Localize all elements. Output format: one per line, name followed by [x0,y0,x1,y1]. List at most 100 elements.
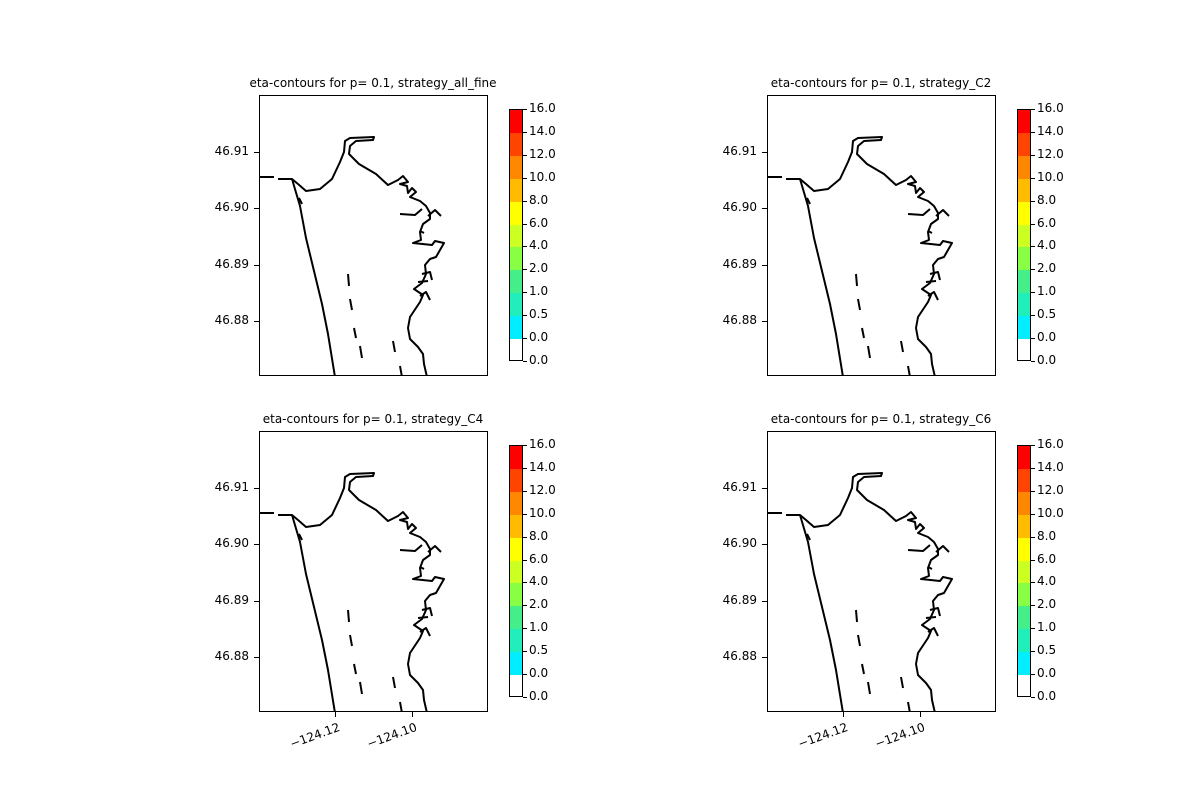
y-tick-label: 46.88 [722,649,757,663]
colorbar-label: 0.5 [1037,643,1057,658]
colorbar-tick [1031,269,1035,271]
colorbar-segment [1018,178,1030,203]
colorbar-segment [1018,132,1030,157]
colorbar-tick [1031,109,1035,110]
colorbar-tick [523,536,527,538]
colorbar-segment [1018,224,1030,248]
colorbar-label: 14.0 [1037,123,1064,138]
colorbar-label: 0.0 [1037,330,1057,345]
coastline-map [259,472,445,712]
colorbar-label: 6.0 [1037,551,1057,566]
colorbar [1017,445,1031,697]
y-tick-mark [762,152,767,153]
colorbar-label: 8.0 [529,528,549,543]
x-tick-mark [412,712,413,717]
colorbar-tick [1031,513,1035,515]
y-tick-label: 46.89 [722,593,757,607]
colorbar-segment [510,270,522,294]
colorbar-segment [1018,606,1030,630]
colorbar-segment [510,514,522,539]
coastline-contour [399,544,442,570]
y-tick-mark [762,208,767,209]
colorbar-tick [523,445,527,446]
y-tick-label: 46.91 [214,480,249,494]
colorbar-segment [1018,468,1030,493]
colorbar-label: 12.0 [529,146,556,161]
colorbar-segment [510,224,522,248]
colorbar-label: 4.0 [1037,574,1057,589]
colorbar-tick [1031,315,1035,317]
colorbar-tick [523,697,527,698]
map-axes [259,95,488,376]
colorbar-label: 8.0 [1037,528,1057,543]
colorbar-segment [510,293,522,317]
y-tick-label: 46.88 [722,313,757,327]
colorbar-tick [1031,628,1035,630]
coastline-contour [298,533,403,712]
colorbar-tick [523,361,527,362]
colorbar-label: 1.0 [529,620,549,635]
colorbar-label: 1.0 [1037,284,1057,299]
colorbar-tick [523,131,527,133]
colorbar-segment [510,583,522,607]
coastline-contour [786,136,953,376]
colorbar-tick [1031,338,1035,340]
y-tick-label: 46.91 [722,480,757,494]
colorbar-label: 6.0 [529,215,549,230]
colorbar-segment [1018,247,1030,271]
colorbar-segment [1018,339,1030,360]
colorbar-tick [1031,154,1035,156]
colorbar-tick [1031,445,1035,446]
colorbar-segment [510,132,522,157]
y-tick-label: 46.89 [214,593,249,607]
y-tick-label: 46.90 [214,200,249,214]
y-tick-label: 46.88 [214,649,249,663]
y-tick-mark [762,488,767,489]
colorbar-label: 4.0 [1037,238,1057,253]
colorbar-segment [1018,293,1030,317]
colorbar-label: 14.0 [529,123,556,138]
colorbar-segment [510,155,522,180]
coastline-map [767,472,953,712]
coastline-contour [806,533,911,712]
colorbar-label: 16.0 [529,101,556,115]
colorbar-label: 0.5 [1037,307,1057,322]
colorbar-tick [1031,536,1035,538]
y-tick-mark [254,601,259,602]
colorbar-tick [1031,200,1035,202]
colorbar-tick [523,513,527,515]
colorbar-label: 0.0 [529,689,549,703]
colorbar-label: 2.0 [1037,261,1057,276]
colorbar-tick [1031,467,1035,469]
y-tick-mark [762,265,767,266]
colorbar-segment [1018,155,1030,180]
colorbar-segment [1018,675,1030,696]
panel-title: eta-contours for p= 0.1, strategy_C6 [770,412,992,426]
colorbar-segment [1018,270,1030,294]
colorbar-label: 10.0 [1037,505,1064,520]
map-axes [767,431,996,712]
coastline-contour [907,544,950,570]
y-tick-label: 46.91 [722,144,757,158]
coastline-contour [399,208,442,234]
colorbar-tick [523,154,527,156]
colorbar-segment [1018,201,1030,226]
colorbar-label: 2.0 [529,597,549,612]
y-tick-label: 46.90 [722,200,757,214]
colorbar-label: 10.0 [1037,169,1064,184]
coastline-contour [298,197,403,376]
y-tick-label: 46.88 [214,313,249,327]
colorbar-tick [523,109,527,110]
colorbar-tick [1031,361,1035,362]
y-tick-mark [254,657,259,658]
colorbar-segment [1018,583,1030,607]
colorbar-label: 8.0 [529,192,549,207]
coastline-contour [417,607,433,637]
colorbar-tick [1031,697,1035,698]
colorbar-tick [523,490,527,492]
x-tick-mark [843,712,844,717]
colorbar-label: 8.0 [1037,192,1057,207]
colorbar-tick [1031,582,1035,584]
colorbar-segment [510,560,522,584]
